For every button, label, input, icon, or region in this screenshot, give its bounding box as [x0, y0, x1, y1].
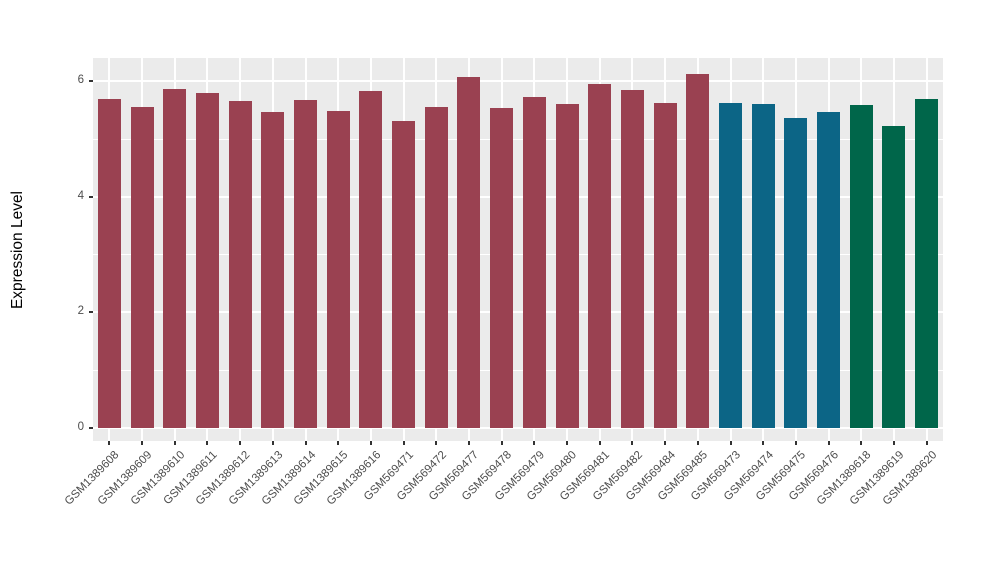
x-tick-mark: [173, 441, 176, 445]
x-tick-mark: [892, 441, 895, 445]
gridline-major-y4: [93, 195, 943, 198]
bar-GSM1389612: [228, 100, 252, 428]
y-axis-title: Expression Level: [9, 190, 26, 310]
bar-GSM569477: [457, 77, 481, 428]
gridline-major-y2: [93, 311, 943, 314]
y-tick-mark: [89, 427, 93, 429]
bar-GSM569482: [620, 89, 644, 428]
bar-GSM1389615: [326, 110, 350, 428]
bar-GSM1389609: [130, 107, 154, 428]
bar-GSM1389620: [915, 99, 939, 428]
y-tick-mark: [89, 80, 93, 83]
y-tick-label: 2: [77, 305, 84, 318]
x-tick-mark: [304, 441, 307, 445]
x-tick-mark: [696, 441, 699, 445]
bar-GSM569478: [490, 108, 514, 428]
bar-GSM569476: [817, 112, 841, 428]
y-tick-label: 4: [77, 189, 84, 202]
x-tick-mark: [631, 441, 634, 445]
y-tick-label: 6: [77, 74, 84, 87]
bar-GSM569475: [784, 118, 808, 428]
x-tick-mark: [860, 441, 863, 445]
y-tick-mark: [89, 195, 93, 198]
y-tick-label: 0: [77, 421, 84, 433]
x-tick-mark: [108, 441, 111, 445]
bar-GSM1389616: [359, 91, 383, 428]
bar-GSM1389608: [97, 98, 121, 428]
x-tick-mark: [271, 441, 274, 445]
x-tick-mark: [369, 441, 372, 445]
x-tick-mark: [925, 441, 928, 445]
x-tick-mark: [435, 441, 438, 445]
x-tick-mark: [239, 441, 242, 445]
x-tick-mark: [566, 441, 569, 445]
gridline-minor-y1: [93, 369, 943, 371]
bar-GSM569473: [719, 103, 742, 428]
y-tick-mark: [89, 311, 93, 314]
bar-GSM569472: [424, 107, 448, 428]
x-tick-mark: [729, 441, 732, 445]
gridline-major-y6: [93, 80, 943, 83]
bar-GSM569480: [555, 104, 579, 428]
chart-panel: [93, 58, 943, 441]
bar-GSM1389614: [294, 99, 317, 428]
x-tick-mark: [206, 441, 209, 445]
bar-GSM569471: [392, 120, 416, 428]
x-tick-mark: [402, 441, 405, 445]
x-tick-mark: [500, 441, 503, 445]
bar-GSM569484: [653, 103, 677, 428]
x-tick-mark: [762, 441, 765, 445]
gridline-major-y0: [93, 427, 943, 429]
bar-GSM1389610: [163, 88, 187, 428]
gridline-minor-y3: [93, 254, 943, 256]
bar-GSM1389613: [261, 111, 285, 428]
x-tick-mark: [533, 441, 536, 445]
bar-GSM569474: [751, 103, 775, 428]
x-tick-mark: [141, 441, 144, 445]
bar-GSM569481: [588, 84, 612, 428]
gridline-minor-y5: [93, 138, 943, 140]
x-tick-mark: [467, 441, 470, 445]
bar-GSM569479: [522, 96, 546, 428]
bar-GSM1389619: [882, 126, 906, 428]
bar-GSM569485: [686, 74, 710, 428]
x-tick-mark: [664, 441, 667, 445]
x-tick-mark: [827, 441, 830, 445]
bar-GSM1389611: [195, 93, 219, 428]
x-tick-mark: [337, 441, 340, 445]
bar-GSM1389618: [849, 104, 873, 428]
x-tick-mark: [598, 441, 601, 445]
x-tick-mark: [794, 441, 797, 445]
